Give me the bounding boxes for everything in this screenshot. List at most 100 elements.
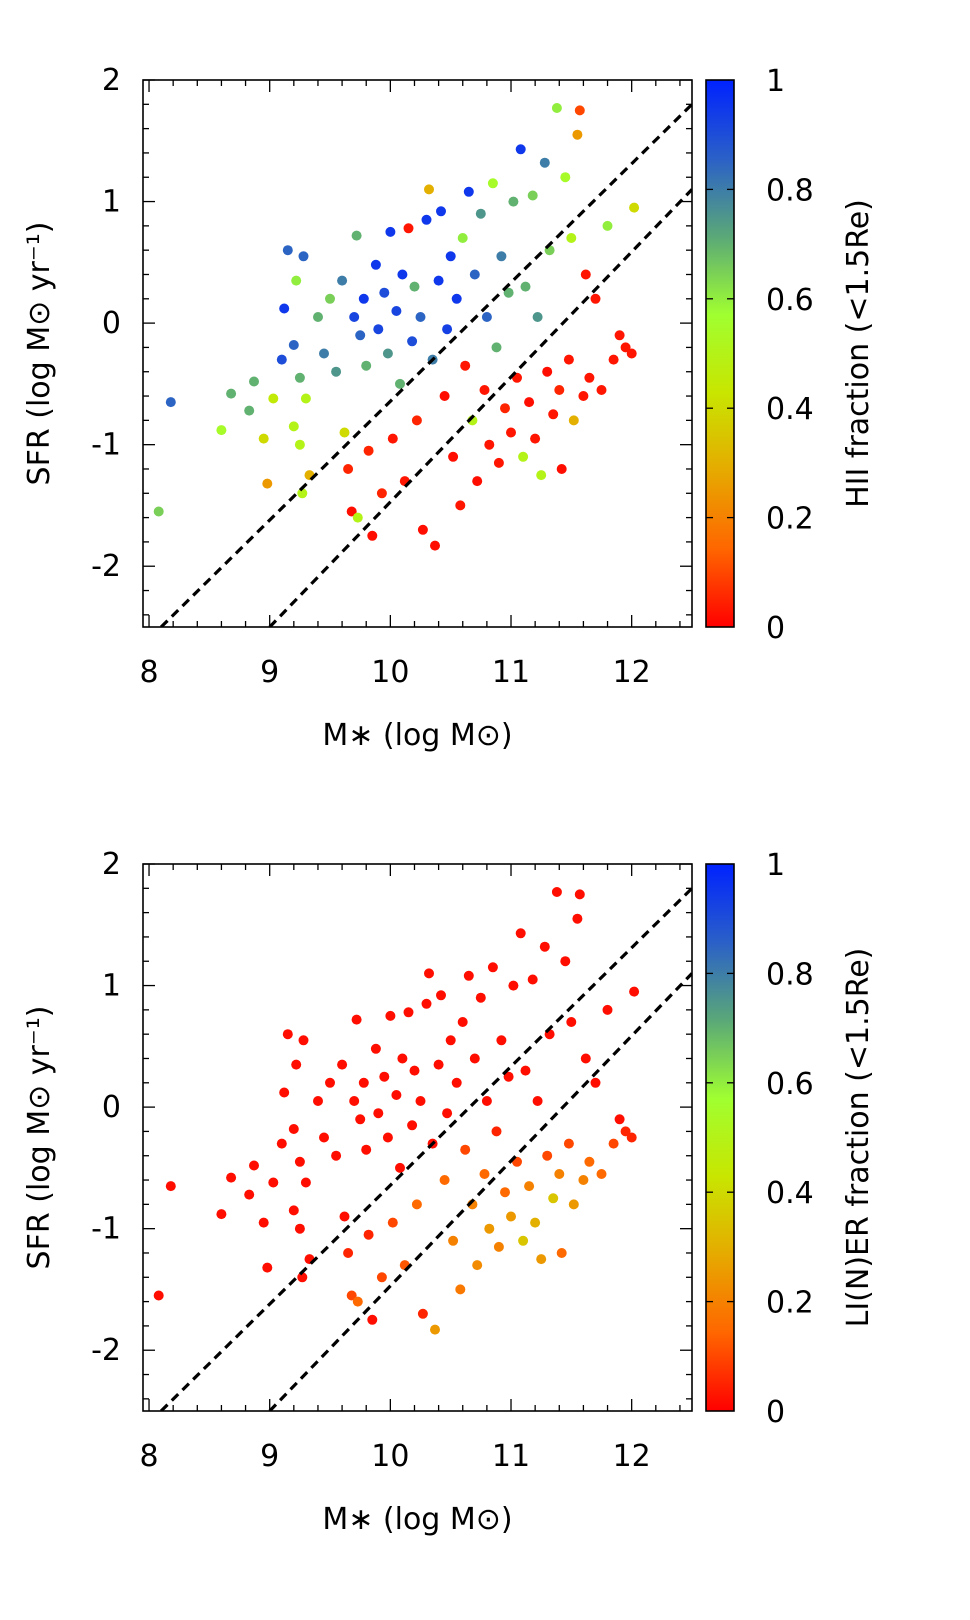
data-point — [382, 348, 393, 359]
data-point — [291, 1059, 302, 1070]
data-point — [487, 178, 498, 189]
data-point — [479, 385, 490, 395]
data-point — [300, 393, 311, 404]
data-point — [493, 1241, 504, 1252]
y-tick-label: 2 — [102, 63, 121, 98]
data-point — [339, 427, 350, 438]
data-point — [527, 974, 538, 985]
colorbar-label: HII fraction (<1.5Re) — [841, 199, 876, 508]
data-point — [249, 376, 259, 387]
data-point — [288, 340, 299, 350]
x-axis-ticks: 8 9 10 11 12 — [139, 864, 681, 1474]
y-tick-label: -2 — [91, 1333, 121, 1368]
colorbar-tick-label: 0.8 — [766, 957, 814, 992]
data-point — [165, 397, 176, 408]
data-point — [421, 214, 432, 225]
x-axis-ticks: 8 9 10 11 12 — [139, 80, 681, 690]
data-point — [319, 1132, 329, 1143]
data-point — [379, 1071, 390, 1082]
data-point — [325, 293, 335, 304]
data-point — [244, 1189, 255, 1200]
data-point — [436, 206, 446, 217]
data-point — [500, 403, 510, 414]
data-point — [395, 1162, 405, 1173]
data-point — [472, 1260, 483, 1271]
data-point — [626, 348, 637, 359]
data-point — [518, 451, 529, 462]
scatter-points — [153, 887, 640, 1335]
data-point — [496, 251, 507, 262]
data-point — [524, 1181, 535, 1192]
data-point — [460, 1144, 471, 1155]
data-point — [508, 196, 519, 207]
x-tick-label: 12 — [613, 1439, 651, 1474]
data-point — [339, 1211, 350, 1222]
data-point — [487, 962, 498, 973]
data-point — [367, 530, 378, 541]
data-point — [349, 312, 360, 322]
data-point — [568, 415, 579, 426]
data-point — [457, 1017, 468, 1027]
data-point — [370, 1043, 381, 1054]
data-point — [469, 1053, 480, 1064]
data-point — [572, 129, 583, 140]
data-point — [551, 103, 562, 113]
data-point — [395, 378, 405, 389]
data-point — [590, 1077, 601, 1088]
data-point — [481, 1096, 492, 1106]
data-point — [351, 1014, 362, 1025]
data-point — [508, 980, 519, 991]
data-point — [445, 1035, 456, 1046]
data-point — [556, 464, 567, 474]
x-tick-label: 9 — [260, 1439, 279, 1474]
x-tick-label: 10 — [371, 1439, 409, 1474]
data-point — [346, 1290, 357, 1301]
colorbar-tick-label: 1 — [766, 848, 785, 883]
data-point — [282, 245, 293, 256]
data-point — [352, 512, 363, 523]
data-point — [343, 464, 354, 474]
data-point — [262, 1262, 273, 1273]
data-point — [560, 956, 571, 967]
data-point — [472, 476, 483, 487]
data-point — [475, 208, 486, 219]
data-point — [433, 1059, 444, 1070]
data-point — [288, 421, 299, 432]
data-point — [288, 1124, 299, 1134]
data-point — [584, 372, 595, 383]
data-point — [614, 1114, 625, 1125]
data-point — [417, 524, 428, 535]
data-point — [268, 393, 279, 404]
data-point — [574, 105, 585, 116]
y-tick-label: 2 — [102, 847, 121, 882]
y-tick-label: 1 — [102, 969, 121, 1004]
data-point — [574, 889, 585, 900]
data-point — [530, 433, 541, 444]
data-point — [325, 1077, 335, 1088]
data-point — [391, 306, 402, 316]
data-point — [411, 415, 422, 426]
data-point — [387, 1217, 398, 1228]
data-point — [584, 1156, 595, 1167]
data-point — [442, 324, 453, 335]
data-point — [424, 184, 434, 195]
data-point — [578, 391, 589, 401]
y-axis-label: SFR (log M⊙ yr⁻¹) — [22, 222, 57, 486]
data-point — [421, 998, 432, 1009]
data-point — [620, 342, 631, 353]
colorbar-tick-label: 0.6 — [766, 1067, 814, 1102]
colorbar-tick-label: 0.4 — [766, 392, 814, 427]
x-tick-label: 11 — [492, 1439, 530, 1474]
data-point — [448, 451, 459, 462]
colorbar-tick-label: 0.8 — [766, 173, 814, 208]
colorbar-label: LI(N)ER fraction (<1.5Re) — [841, 948, 876, 1328]
colorbar-tick-label: 1 — [766, 64, 785, 99]
data-point — [361, 360, 372, 371]
data-point — [460, 360, 471, 371]
data-point — [249, 1160, 259, 1171]
data-point — [551, 887, 562, 897]
dashed-lines — [159, 887, 692, 1411]
y-tick-label: -1 — [91, 1212, 121, 1247]
data-point — [539, 157, 550, 168]
data-point — [451, 293, 462, 304]
